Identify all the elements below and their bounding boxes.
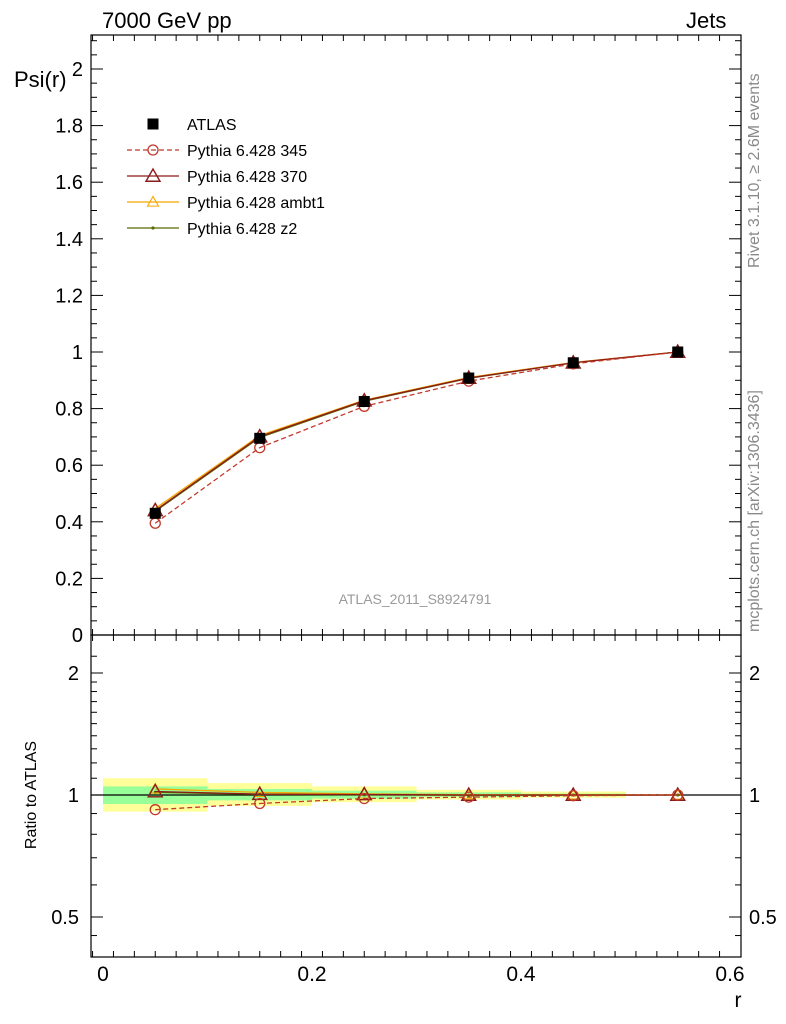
legend-marker xyxy=(147,144,159,156)
main-point xyxy=(567,357,579,369)
y-axis-title: Psi(r) xyxy=(14,67,67,92)
ratio-y-axis-title: Ratio to ATLAS xyxy=(23,741,40,849)
ratio-series-line xyxy=(155,794,678,811)
main-point xyxy=(463,372,475,384)
y-tick-label: 1.4 xyxy=(55,229,83,251)
main-point xyxy=(672,346,684,358)
ratio-point xyxy=(358,792,370,805)
main-series-pythia-6-428-370 xyxy=(147,343,686,517)
ratio-y-tick-label: 1 xyxy=(68,785,79,807)
ratio-point xyxy=(671,788,685,800)
y-tick-label: 0.4 xyxy=(55,512,83,534)
y-tick-label: 0.2 xyxy=(55,568,83,590)
legend-label: Pythia 6.428 z2 xyxy=(187,221,297,238)
header-left: 7000 GeV pp xyxy=(102,8,232,33)
ratio-point xyxy=(149,804,161,816)
analysis-watermark: ATLAS_2011_S8924791 xyxy=(339,591,492,607)
x-axis-title: r xyxy=(735,989,742,1012)
ratio-point xyxy=(567,790,579,802)
y-tick-label: 1.8 xyxy=(55,116,83,138)
ratio-y-tick-label: 0.5 xyxy=(51,907,79,929)
legend-label: Pythia 6.428 ambt1 xyxy=(187,195,325,212)
ratio-point xyxy=(254,797,266,810)
legend-marker xyxy=(147,118,159,130)
y-tick-label: 2 xyxy=(72,59,83,81)
x-tick-label: 0 xyxy=(97,963,109,986)
legend: ATLAS Pythia 6.428 345 Pythia 6.428 370 Pyt… xyxy=(127,117,325,238)
legend-marker xyxy=(144,167,162,182)
main-point xyxy=(254,432,266,444)
x-tick-label: 0.4 xyxy=(506,963,536,986)
y-tick-label: 1.2 xyxy=(55,285,83,307)
main-point xyxy=(149,507,161,519)
legend-label: Pythia 6.428 345 xyxy=(187,143,307,160)
main-series-line xyxy=(154,351,678,512)
ratio-y-tick-label-right: 1 xyxy=(749,785,760,807)
y-tick-label: 0.6 xyxy=(55,455,83,477)
ratio-point xyxy=(147,783,164,798)
y-tick-label: 0 xyxy=(72,625,83,647)
y-tick-label: 1.6 xyxy=(55,172,83,194)
y-tick-label: 0.8 xyxy=(55,399,83,421)
x-tick-label: 0.6 xyxy=(715,963,744,986)
main-series-atlas xyxy=(149,346,684,519)
main-series-pythia-6-428-345 xyxy=(149,346,684,529)
ratio-point xyxy=(356,786,373,801)
ratio-y-tick-label-right: 0.5 xyxy=(749,907,777,929)
legend-label: ATLAS xyxy=(187,117,237,134)
ratio-point xyxy=(672,789,684,801)
main-series-line xyxy=(154,351,678,524)
legend-label: Pythia 6.428 370 xyxy=(187,169,307,186)
main-series-pythia-6-428-ambt1 xyxy=(148,345,685,514)
y-tick-label: 1 xyxy=(72,342,83,364)
ratio-frame xyxy=(90,634,742,958)
ratio-y-tick-label: 2 xyxy=(68,663,79,685)
header-right: Jets xyxy=(686,8,727,33)
ratio-point xyxy=(463,791,475,803)
legend-marker xyxy=(151,226,155,230)
main-series-pythia-6-428-z2 xyxy=(153,350,680,513)
main-point xyxy=(358,396,370,408)
ratio-series-pythia-6-428-345 xyxy=(149,789,684,816)
ratio-y-tick-label-right: 2 xyxy=(749,663,760,685)
x-tick-label: 0.2 xyxy=(297,963,326,986)
ratio-point xyxy=(251,785,268,801)
main-series-line xyxy=(154,351,678,510)
legend-marker xyxy=(146,195,160,207)
main-series-line xyxy=(154,351,678,512)
